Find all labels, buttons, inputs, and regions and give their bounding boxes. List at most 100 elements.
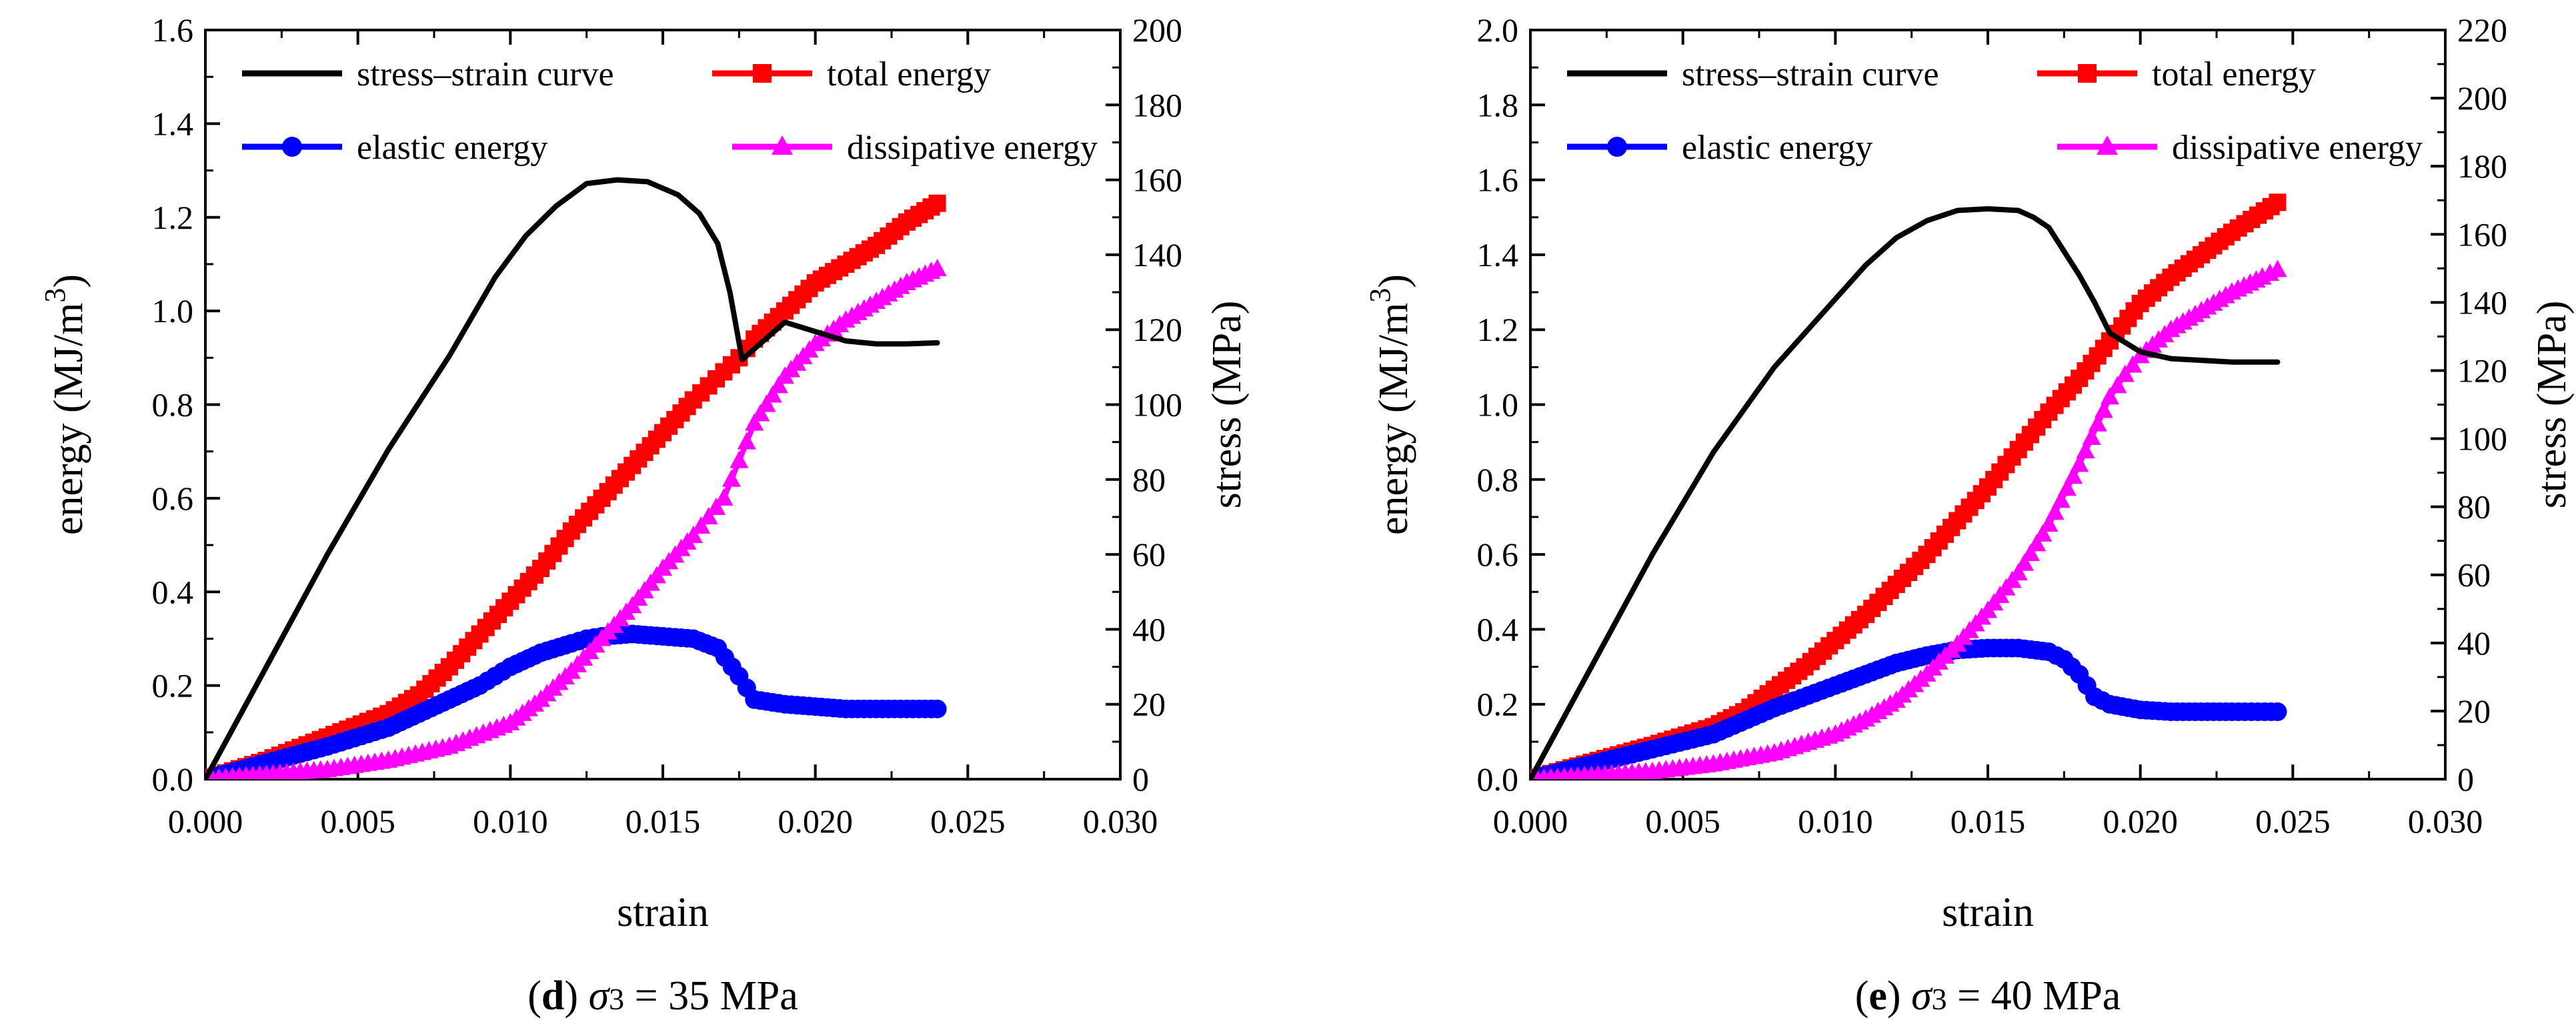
- y2-tick-label: 140: [2457, 284, 2507, 321]
- legend-label: elastic energy: [357, 129, 547, 167]
- y2-tick-label: 20: [2457, 692, 2491, 730]
- y-tick-label: 1.6: [152, 11, 194, 49]
- plot-area: [1530, 193, 2287, 779]
- dissipative-energy-point: [2051, 490, 2071, 508]
- legend-label: stress–strain curve: [357, 55, 614, 93]
- x-tick-label: 0.025: [930, 803, 1006, 840]
- dissipative-energy-point: [2033, 524, 2053, 542]
- dissipative-energy-point: [763, 385, 782, 403]
- dissipative-energy-point: [2082, 427, 2101, 445]
- total-energy-point: [928, 194, 946, 212]
- y2-tick-label: 200: [2457, 79, 2507, 117]
- y-tick-label: 2.0: [1477, 11, 1519, 49]
- x-tick-label: 0.000: [168, 803, 243, 840]
- dissipative-energy-point: [2094, 400, 2113, 418]
- y-tick-label: 1.6: [1477, 161, 1519, 199]
- y-axis-title-text: energy (MJ/m: [46, 303, 91, 535]
- x-tick-label: 0.010: [1798, 803, 1873, 840]
- y-tick-label: 1.0: [152, 292, 194, 330]
- y2-tick-label: 180: [2457, 147, 2507, 185]
- legend: stress–strain curve total energy elastic e…: [1567, 55, 2423, 167]
- legend-marker: [2097, 135, 2118, 155]
- y-axis-title: energy (MJ/m3): [1364, 274, 1416, 535]
- dissipative-energy-point: [2076, 441, 2095, 459]
- dissipative-energy-point: [707, 497, 726, 515]
- legend-marker: [753, 64, 772, 83]
- caption-letter: d: [541, 973, 564, 1019]
- legend-marker: [2078, 64, 2097, 83]
- figure-caption: (e) σ3 = 40 MPa: [1855, 973, 2121, 1019]
- dissipative-energy-point: [2123, 355, 2143, 373]
- y2-tick-label: 120: [1132, 311, 1182, 348]
- x-tick-label: 0.030: [2408, 803, 2483, 840]
- y-tick-label: 0.2: [152, 667, 194, 704]
- caption-paren: ): [1887, 973, 1911, 1019]
- y2-tick-label: 120: [2457, 352, 2507, 389]
- dissipative-energy-point: [2027, 534, 2047, 552]
- legend-label: total energy: [827, 55, 991, 93]
- y2-tick-label: 40: [1132, 610, 1166, 648]
- dissipative-energy-point: [699, 506, 718, 524]
- y2-tick-label: 60: [2457, 556, 2491, 594]
- dissipative-energy-point: [928, 258, 947, 276]
- y2-tick-label: 40: [2457, 624, 2491, 662]
- dissipative-energy-point: [2045, 502, 2065, 520]
- y-tick-label: 1.4: [152, 105, 194, 142]
- dissipative-energy-point: [2070, 454, 2089, 472]
- y-tick-label: 1.8: [1477, 86, 1519, 123]
- legend-label: dissipative energy: [847, 129, 1098, 167]
- y2-tick-label: 0: [1132, 760, 1149, 798]
- x-tick-label: 0.015: [625, 803, 701, 840]
- dissipative-energy-point: [2009, 563, 2028, 581]
- total-energy-point: [2269, 193, 2287, 211]
- chart-panel-e: 0.000 0.005 0.010 0.015 0.020 0.025 0.030 0.0 0.…: [1364, 11, 2575, 1019]
- dissipative-energy-point: [2057, 478, 2077, 496]
- x-tick-label: 0.030: [1083, 803, 1158, 840]
- y2-tick-label: 180: [1132, 86, 1182, 123]
- elastic-energy-point: [928, 699, 947, 718]
- legend-label: stress–strain curve: [1682, 55, 1939, 93]
- y-tick-label: 0.4: [1477, 610, 1519, 648]
- dissipative-energy-point: [737, 432, 756, 450]
- x-axis-title: strain: [1942, 890, 2034, 935]
- x-tick-label: 0.025: [2255, 803, 2331, 840]
- legend-marker: [1607, 137, 1627, 157]
- caption-subscript: 3: [609, 982, 624, 1016]
- x-tick-label: 0.005: [320, 803, 395, 840]
- x-tick-label: 0.005: [1645, 803, 1720, 840]
- dissipative-energy-point: [714, 488, 734, 506]
- dissipative-energy-point: [2088, 414, 2107, 432]
- x-tick-label: 0.000: [1493, 803, 1568, 840]
- dissipative-energy-point: [2108, 376, 2127, 394]
- y2-tick-label: 60: [1132, 536, 1166, 573]
- y-tick-label: 1.4: [1477, 236, 1519, 274]
- y2-tick-label: 220: [2457, 11, 2507, 49]
- y-axis-title-close: ): [46, 274, 91, 288]
- caption-paren: (: [527, 973, 541, 1019]
- elastic-energy-point: [2268, 702, 2287, 721]
- y2-axis-title: stress (MPa): [1204, 301, 1250, 509]
- dissipative-energy-point: [2039, 514, 2059, 532]
- y-axis-title-close: ): [1371, 274, 1416, 288]
- x-tick-label: 0.020: [778, 803, 853, 840]
- y-tick-label: 1.2: [152, 199, 194, 236]
- dissipative-energy-point: [751, 404, 770, 422]
- y-axis-title-superscript: 3: [1364, 288, 1396, 303]
- caption-sigma: σ: [1911, 973, 1933, 1019]
- y2-tick-label: 160: [2457, 215, 2507, 253]
- y2-tick-label: 160: [1132, 161, 1182, 199]
- caption-value: = 35 MPa: [624, 973, 798, 1019]
- y2-tick-label: 100: [2457, 420, 2507, 458]
- y2-tick-label: 100: [1132, 386, 1182, 424]
- caption-value: = 40 MPa: [1947, 973, 2121, 1019]
- y-tick-label: 0.0: [152, 760, 194, 798]
- y2-tick-label: 80: [2457, 488, 2491, 526]
- legend: stress–strain curve total energy elastic e…: [242, 55, 1098, 167]
- dissipative-energy-point: [722, 469, 741, 487]
- dissipative-energy-point: [684, 526, 703, 544]
- dissipative-energy-point: [2064, 466, 2083, 484]
- caption-paren: (: [1855, 973, 1869, 1019]
- dissipative-energy-point: [2268, 260, 2287, 278]
- y2-tick-label: 20: [1132, 686, 1166, 723]
